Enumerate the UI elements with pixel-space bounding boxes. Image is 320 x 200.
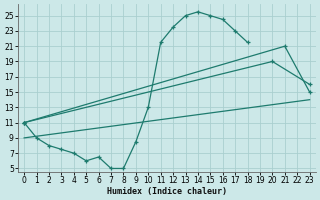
X-axis label: Humidex (Indice chaleur): Humidex (Indice chaleur) — [107, 187, 227, 196]
